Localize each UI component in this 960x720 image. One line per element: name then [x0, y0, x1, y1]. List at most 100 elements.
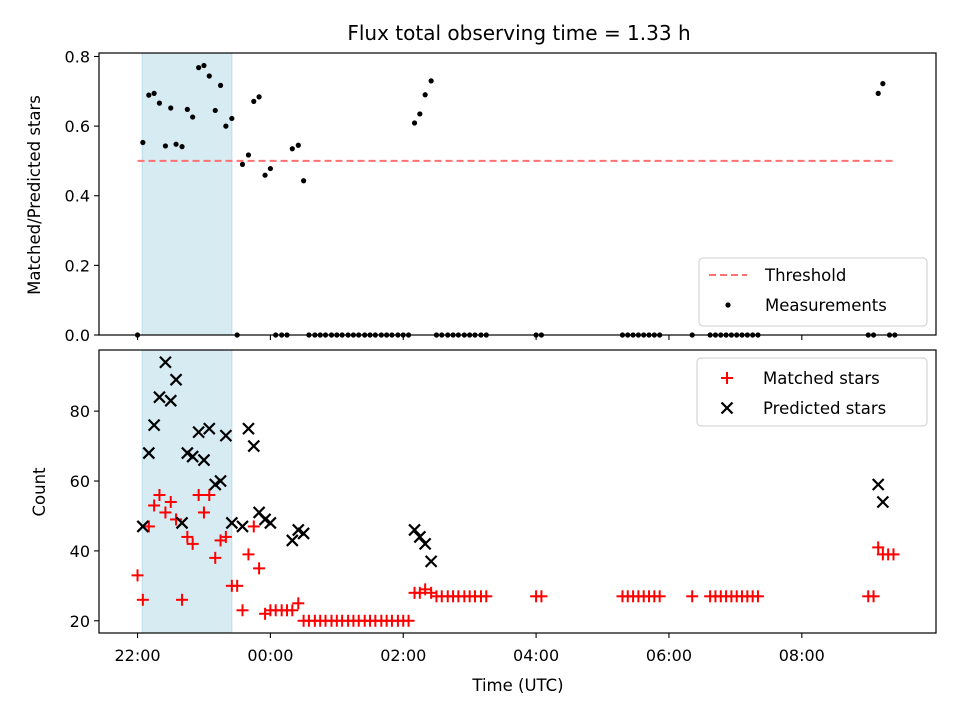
measurement-point — [289, 146, 295, 152]
legend-box — [696, 357, 928, 427]
matched-star-point — [164, 495, 177, 508]
measurement-point — [206, 73, 212, 79]
matched-star-point — [209, 551, 222, 564]
predicted-star-point — [197, 453, 211, 467]
y-tick-label: 0.2 — [65, 256, 90, 275]
predicted-star-point — [159, 355, 172, 369]
predicted-star-point — [236, 520, 249, 533]
legend-measurements-swatch — [725, 302, 731, 308]
measurement-point — [295, 142, 301, 148]
measurement-point — [229, 115, 235, 122]
measurement-point — [140, 139, 146, 146]
predicted-star-point — [142, 446, 156, 460]
predicted-star-point — [871, 478, 885, 491]
y-tick-label: 40 — [70, 542, 90, 561]
y-tick-label: 0.0 — [65, 326, 90, 345]
predicted-star-point — [413, 530, 427, 544]
matched-star-point — [292, 597, 305, 610]
measurement-point — [875, 90, 881, 96]
highlight-span — [141, 349, 233, 634]
measurement-point — [173, 141, 179, 147]
matched-star-point — [142, 520, 155, 533]
predicted-star-point — [424, 555, 438, 568]
matched-star-point — [242, 548, 255, 561]
measurement-point — [422, 92, 428, 98]
matched-star-point — [192, 488, 205, 501]
measurement-point — [146, 92, 152, 98]
matched-star-point — [148, 499, 161, 512]
matched-star-point — [231, 579, 244, 592]
predicted-star-point — [214, 474, 227, 488]
x-tick-label: 08:00 — [779, 646, 825, 665]
legend-predicted-swatch — [720, 401, 734, 415]
predicted-star-point — [164, 394, 178, 407]
y-tick-label: 0.6 — [65, 117, 90, 136]
y-tick-label: 0.8 — [65, 47, 90, 66]
x-tick-label: 04:00 — [513, 646, 559, 665]
top-panel-legend: Threshold Measurements — [698, 257, 928, 327]
legend-matched-swatch — [721, 372, 733, 384]
predicted-star-point — [136, 520, 150, 533]
y-tick-label: 60 — [70, 472, 90, 491]
predicted-star-point — [225, 516, 239, 530]
y-tick-label: 20 — [70, 612, 90, 631]
matched-star-point — [176, 593, 189, 606]
measurement-point — [184, 106, 190, 112]
predicted-star-point — [192, 425, 205, 439]
matched-star-point — [159, 506, 172, 519]
legend-box — [698, 257, 928, 327]
predicted-star-point — [147, 418, 161, 432]
matched-star-point — [480, 590, 493, 603]
predicted-star-point — [169, 373, 183, 386]
bottom-panel-frame — [98, 349, 937, 634]
predicted-star-point — [242, 422, 255, 435]
predicted-star-point — [297, 527, 310, 540]
measurement-point — [880, 81, 886, 87]
measurement-point — [217, 82, 224, 88]
measurement-point — [251, 98, 257, 104]
measurement-point — [428, 78, 434, 84]
measurement-point — [411, 120, 418, 126]
predicted-star-point — [264, 516, 277, 530]
measurement-point — [245, 152, 252, 158]
y-tick-label: 80 — [70, 402, 90, 421]
matched-star-point — [286, 604, 299, 617]
chart-title: Flux total observing time = 1.33 h — [347, 21, 690, 45]
matched-star-point — [186, 537, 199, 550]
x-tick-label: 06:00 — [646, 646, 692, 665]
matched-star-point — [247, 520, 260, 533]
legend-predicted-label: Predicted stars — [763, 399, 886, 418]
matched-star-point — [535, 590, 548, 603]
measurement-point — [212, 107, 218, 114]
matched-star-point — [153, 488, 166, 501]
measurement-point — [190, 114, 196, 120]
matched-star-point — [131, 569, 144, 582]
bottom-panel-legend: Matched stars Predicted stars — [696, 357, 928, 427]
matched-star-point — [751, 590, 764, 603]
measurement-point — [301, 178, 307, 184]
matched-star-point — [136, 593, 149, 606]
measurement-point — [262, 172, 268, 178]
predicted-star-point — [286, 534, 299, 547]
top-panel: 0.00.20.40.60.8 Matched/Predicted stars … — [25, 47, 937, 345]
legend-measurements-label: Measurements — [765, 296, 887, 315]
matched-star-point — [887, 548, 900, 561]
predicted-star-point — [153, 390, 166, 404]
measurement-point — [417, 111, 423, 117]
legend-matched-label: Matched stars — [763, 369, 880, 388]
predicted-star-point — [408, 523, 421, 537]
y-tick-label: 0.4 — [65, 187, 90, 206]
predicted-star-point — [202, 422, 216, 435]
measurement-point — [201, 62, 207, 69]
measurement-point — [239, 161, 246, 168]
matched-star-point — [872, 541, 885, 554]
measurement-point — [223, 123, 229, 129]
legend-threshold-label: Threshold — [764, 266, 846, 285]
matched-star-point — [236, 604, 249, 617]
predicted-star-point — [175, 516, 189, 530]
measurement-point — [267, 165, 273, 172]
measurement-point — [168, 105, 174, 111]
predicted-star-point — [876, 495, 890, 509]
